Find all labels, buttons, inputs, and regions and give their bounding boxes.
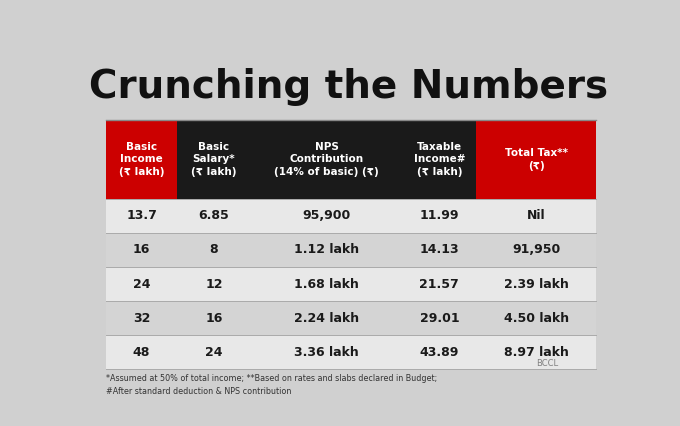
Text: 2.24 lakh: 2.24 lakh [294, 312, 359, 325]
Bar [106, 199, 596, 233]
Bar [106, 233, 596, 267]
Text: 29.01: 29.01 [420, 312, 459, 325]
Text: Basic
Salary*
(₹ lakh): Basic Salary* (₹ lakh) [191, 142, 237, 177]
Text: 32: 32 [133, 312, 150, 325]
Text: 14.13: 14.13 [420, 243, 459, 256]
Text: 3.36 lakh: 3.36 lakh [294, 346, 359, 359]
Text: 11.99: 11.99 [420, 209, 459, 222]
Text: 8.97 lakh: 8.97 lakh [504, 346, 568, 359]
Text: *Assumed at 50% of total income; **Based on rates and slabs declared in Budget;
: *Assumed at 50% of total income; **Based… [106, 374, 437, 396]
Text: 4.50 lakh: 4.50 lakh [504, 312, 568, 325]
Bar [106, 120, 177, 199]
Text: 1.12 lakh: 1.12 lakh [294, 243, 359, 256]
Text: Nil: Nil [527, 209, 545, 222]
Text: 95,900: 95,900 [303, 209, 351, 222]
Text: Basic
Income
(₹ lakh): Basic Income (₹ lakh) [119, 142, 165, 177]
Bar [403, 120, 476, 199]
Text: 12: 12 [205, 277, 222, 291]
Text: 43.89: 43.89 [420, 346, 459, 359]
Text: 13.7: 13.7 [126, 209, 157, 222]
Text: 2.39 lakh: 2.39 lakh [504, 277, 568, 291]
Text: 48: 48 [133, 346, 150, 359]
Text: 16: 16 [133, 243, 150, 256]
Bar [476, 120, 596, 199]
Text: 1.68 lakh: 1.68 lakh [294, 277, 359, 291]
Text: 91,950: 91,950 [512, 243, 560, 256]
Bar [177, 120, 251, 199]
Text: Total Tax**
(₹): Total Tax** (₹) [505, 148, 568, 170]
Bar [106, 301, 596, 335]
Text: 24: 24 [133, 277, 150, 291]
Bar [106, 335, 596, 369]
Text: 16: 16 [205, 312, 222, 325]
Text: 6.85: 6.85 [199, 209, 229, 222]
Text: 24: 24 [205, 346, 222, 359]
Bar [251, 120, 403, 199]
Text: 8: 8 [209, 243, 218, 256]
Text: BCCL: BCCL [536, 359, 558, 368]
Bar [106, 267, 596, 301]
Text: NPS
Contribution
(14% of basic) (₹): NPS Contribution (14% of basic) (₹) [274, 142, 379, 177]
Text: Taxable
Income#
(₹ lakh): Taxable Income# (₹ lakh) [413, 142, 465, 177]
Text: 21.57: 21.57 [420, 277, 459, 291]
Text: Crunching the Numbers: Crunching the Numbers [89, 67, 608, 106]
